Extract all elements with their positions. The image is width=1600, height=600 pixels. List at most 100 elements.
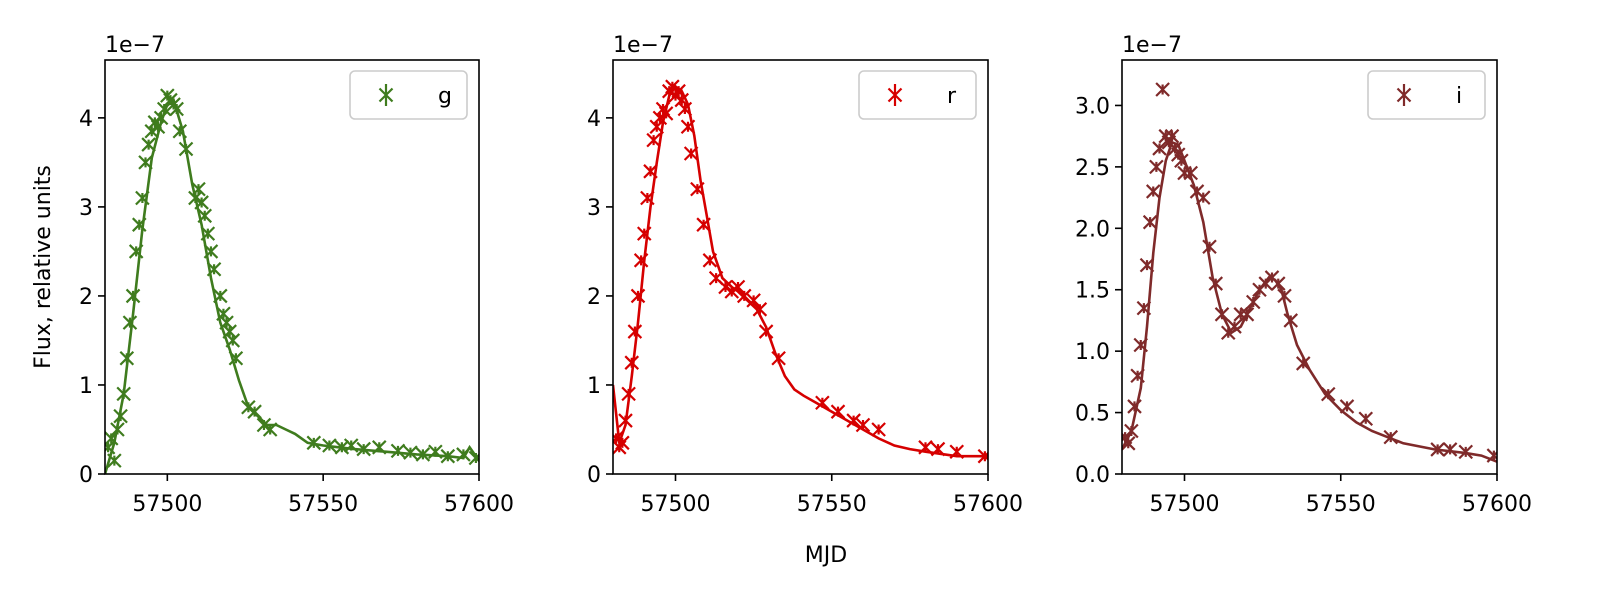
data-point xyxy=(371,440,387,455)
data-point xyxy=(1149,159,1164,175)
data-point xyxy=(110,422,125,437)
data-point xyxy=(468,450,479,466)
panel-g: 57500 57550 57600 0 1 2 3 4 1e−7 g xyxy=(79,33,514,517)
axis-offset-label: 1e−7 xyxy=(1122,33,1182,58)
data-point xyxy=(1122,436,1136,451)
data-point xyxy=(1214,307,1230,322)
data-point xyxy=(197,208,213,224)
y-axis-label: Flux, relative units xyxy=(31,165,56,369)
data-point xyxy=(1174,153,1189,169)
data-point xyxy=(135,190,150,206)
y-tick-label: 3 xyxy=(587,196,601,221)
model-curve-i xyxy=(1122,140,1497,463)
data-point xyxy=(621,386,636,402)
data-point xyxy=(846,413,861,428)
axes-frame xyxy=(104,59,480,475)
x-tick-label: 57550 xyxy=(288,492,358,517)
data-point xyxy=(113,408,128,424)
x-tick-label: 57500 xyxy=(132,492,202,517)
data-point xyxy=(116,386,131,402)
legend-box xyxy=(349,70,468,120)
data-point xyxy=(646,132,661,148)
data-point xyxy=(690,181,705,197)
data-point xyxy=(627,324,643,339)
data-point xyxy=(736,288,752,304)
data-point xyxy=(1136,300,1152,316)
data-point xyxy=(671,83,686,99)
data-point xyxy=(138,155,153,170)
data-point xyxy=(649,119,665,135)
data-point xyxy=(1486,448,1497,463)
data-point xyxy=(1133,337,1149,353)
y-tick-label: 1.0 xyxy=(1075,340,1110,365)
data-point xyxy=(188,190,203,206)
data-point xyxy=(1383,429,1399,445)
data-point xyxy=(1139,257,1155,273)
data-point xyxy=(815,395,830,411)
x-tick-label: 57500 xyxy=(1150,492,1220,517)
data-point xyxy=(1283,313,1299,328)
data-point xyxy=(1202,239,1217,255)
observations-r xyxy=(613,79,988,464)
data-point xyxy=(1195,190,1211,205)
data-point xyxy=(153,110,169,126)
model-curve-g xyxy=(105,98,479,474)
data-point xyxy=(128,244,144,259)
data-point xyxy=(150,119,166,135)
panel-r: 57500 57550 57600 0 1 2 3 4 1e−7 r xyxy=(587,33,1023,517)
data-point xyxy=(658,106,674,121)
y-tick-label: 4 xyxy=(587,107,601,132)
data-point xyxy=(724,284,740,299)
data-point xyxy=(172,123,188,139)
y-tick-label: 3.0 xyxy=(1075,94,1110,119)
x-tick-label: 57500 xyxy=(641,492,711,517)
legend-box xyxy=(858,70,977,120)
legend-g: g xyxy=(349,70,468,120)
data-point xyxy=(683,146,699,161)
y-tick-label: 0.0 xyxy=(1075,463,1110,488)
data-point xyxy=(1127,399,1142,414)
data-point xyxy=(225,333,241,348)
data-point xyxy=(1277,288,1292,304)
data-point xyxy=(105,440,116,455)
x-tick-label: 57600 xyxy=(953,492,1023,517)
data-point xyxy=(1183,165,1199,181)
data-point xyxy=(322,438,337,453)
axes-frame xyxy=(612,59,989,475)
y-tick-label: 1.5 xyxy=(1075,279,1110,304)
data-point xyxy=(624,355,640,370)
data-point xyxy=(630,288,646,304)
y-tick-label: 0 xyxy=(79,463,93,488)
data-point xyxy=(144,123,160,139)
axis-offset-label: 1e−7 xyxy=(613,33,673,58)
data-point xyxy=(132,217,147,232)
data-point xyxy=(191,181,206,197)
data-point xyxy=(677,101,693,117)
data-point xyxy=(1145,184,1161,199)
data-point xyxy=(1208,276,1224,291)
data-point xyxy=(871,422,886,437)
legend-i: i xyxy=(1367,70,1486,120)
y-tick-label: 1 xyxy=(587,374,601,399)
legend-marker xyxy=(887,84,903,106)
y-tick-label: 2 xyxy=(587,285,601,310)
y-tick-label: 2.0 xyxy=(1075,217,1110,242)
data-point xyxy=(1270,276,1286,291)
data-point xyxy=(206,261,222,277)
data-point xyxy=(1130,368,1145,383)
data-point xyxy=(343,438,359,453)
x-tick-label: 57550 xyxy=(1306,492,1376,517)
data-point xyxy=(977,448,988,464)
data-point xyxy=(636,226,652,241)
legend-label: r xyxy=(947,84,957,109)
y-tick-label: 2 xyxy=(79,285,93,310)
data-point xyxy=(125,288,141,304)
data-point xyxy=(107,453,122,468)
y-tick-label: 0 xyxy=(587,463,601,488)
data-point xyxy=(918,440,933,455)
data-point xyxy=(219,315,234,330)
data-point xyxy=(830,404,846,419)
data-point xyxy=(200,226,216,241)
data-point xyxy=(141,137,156,152)
